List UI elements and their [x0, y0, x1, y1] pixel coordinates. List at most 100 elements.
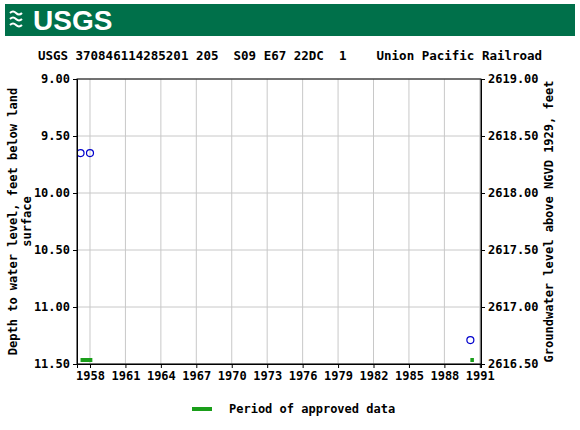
grid-line-x	[338, 79, 339, 364]
tick-mark	[374, 364, 375, 368]
tick-label: 1970	[218, 369, 247, 383]
grid-line-x	[125, 79, 126, 364]
grid-line-x	[479, 79, 480, 364]
tick: 11.00	[34, 300, 77, 314]
tick: 2617.00	[481, 300, 539, 314]
tick-label: 9.00	[41, 72, 70, 86]
tick: 1979	[324, 364, 353, 383]
tick-mark	[73, 79, 77, 80]
tick: 9.50	[41, 129, 77, 143]
tick-label: 11.00	[34, 300, 70, 314]
tick-mark	[73, 250, 77, 251]
tick: 11.50	[34, 357, 77, 371]
tick: 9.00	[41, 72, 77, 86]
data-point	[86, 150, 93, 157]
y-axis: 9.009.5010.0010.5011.0011.50	[34, 72, 78, 371]
logo-wave	[10, 18, 22, 21]
y-axis-title: Depth to water level, feet below landsur…	[6, 88, 34, 355]
tick-label: 1976	[289, 369, 318, 383]
approved-period	[81, 358, 93, 362]
tick: 2616.50	[481, 357, 539, 371]
tick-label: 11.50	[34, 357, 70, 371]
tick-label: 9.50	[41, 129, 70, 143]
tick-mark	[480, 364, 481, 368]
tick-label: 1958	[76, 369, 105, 383]
tick-label: 1967	[182, 369, 211, 383]
tick-mark	[73, 307, 77, 308]
tick-mark	[196, 364, 197, 368]
tick: 1958	[76, 364, 105, 383]
chart-svg: USGS USGS 370846114285201 205 S09 E67 22D…	[0, 0, 580, 430]
grid-line-x	[267, 79, 268, 364]
chart-container: USGS USGS 370846114285201 205 S09 E67 22D…	[0, 0, 580, 430]
tick: 10.50	[34, 243, 77, 257]
tick: 1982	[360, 364, 389, 383]
tick-mark	[232, 364, 233, 368]
tick: 1964	[147, 364, 176, 383]
axis-line	[73, 80, 78, 365]
tick-mark	[125, 364, 126, 368]
tick-mark	[409, 364, 410, 368]
tick-mark	[267, 364, 268, 368]
plot-frame	[77, 79, 481, 364]
legend: Period of approved data	[192, 402, 395, 416]
grid-line-x	[444, 79, 445, 364]
tick-label: 1961	[111, 369, 140, 383]
tick: 1970	[218, 364, 247, 383]
grid-line-x	[373, 79, 374, 364]
grid-line-y	[77, 136, 481, 137]
data-point	[467, 337, 474, 344]
logo-text: USGS	[33, 5, 112, 36]
legend-swatch	[192, 407, 212, 411]
tick-label: 1964	[147, 369, 176, 383]
tick-mark	[444, 364, 445, 368]
tick-mark	[481, 364, 485, 365]
tick-label: 1988	[430, 369, 459, 383]
tick: 1961	[111, 364, 140, 383]
tick-label: 2617.50	[488, 243, 539, 257]
grid-line-y	[77, 193, 481, 194]
tick-mark	[161, 364, 162, 368]
plot-area	[77, 150, 474, 360]
tick-mark	[481, 79, 485, 80]
logo-icon	[10, 12, 22, 27]
y-axis-title-line: surface	[20, 196, 34, 247]
tick-mark	[73, 136, 77, 137]
grid-line-x	[160, 79, 161, 364]
logo-wave	[10, 12, 22, 15]
grid-line-x	[408, 79, 409, 364]
tick: 1973	[253, 364, 282, 383]
axis-line	[482, 80, 486, 365]
tick-label: 2619.00	[488, 72, 539, 86]
tick: 2618.00	[481, 186, 539, 200]
tick-label: 2616.50	[488, 357, 539, 371]
grid-line-x	[231, 79, 232, 364]
tick-label: 1979	[324, 369, 353, 383]
tick-label: 1973	[253, 369, 282, 383]
grid-line-x	[302, 79, 303, 364]
x-axis: 1958 1961 1964 1967 1970 1973 1976 1979 1982 1985…	[76, 364, 495, 383]
grid	[77, 79, 481, 364]
tick-mark	[481, 307, 485, 308]
axis-line	[78, 365, 482, 369]
tick-mark	[303, 364, 304, 368]
tick-mark	[481, 193, 485, 194]
y2-axis: 2619.00 2618.50 2618.00 2617.50 2617.00 2616.…	[481, 72, 539, 371]
logo-wave	[10, 24, 22, 27]
tick-mark	[73, 193, 77, 194]
tick: 1976	[289, 364, 318, 383]
tick-label: 2618.50	[488, 129, 539, 143]
tick-mark	[90, 364, 91, 368]
header: USGS	[5, 4, 575, 36]
tick: 1985	[395, 364, 424, 383]
tick: 2619.00	[481, 72, 539, 86]
chart-title: USGS 370846114285201 205 S09 E67 22DC 1 …	[38, 48, 542, 63]
approved-period	[470, 358, 474, 362]
legend-label: Period of approved data	[229, 402, 395, 416]
tick-mark	[73, 364, 77, 365]
tick-label: 1982	[360, 369, 389, 383]
tick: 2618.50	[481, 129, 539, 143]
data-point	[77, 150, 84, 157]
tick-mark	[481, 136, 485, 137]
grid-line-y	[77, 307, 481, 308]
